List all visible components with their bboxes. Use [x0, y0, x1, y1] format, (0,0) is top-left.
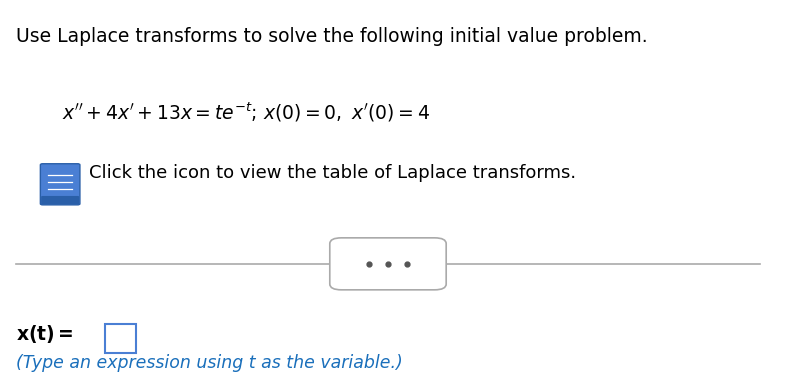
Text: $\mathbf{x(t)=}$: $\mathbf{x(t)=}$: [15, 323, 73, 345]
Text: Click the icon to view the table of Laplace transforms.: Click the icon to view the table of Lapl…: [90, 164, 576, 182]
FancyBboxPatch shape: [330, 238, 446, 290]
FancyBboxPatch shape: [105, 324, 136, 353]
Text: $x''+4x'+13x=te^{-t}$; $x(0)=0,\ x'(0)=4$: $x''+4x'+13x=te^{-t}$; $x(0)=0,\ x'(0)=4…: [62, 101, 430, 125]
FancyBboxPatch shape: [40, 164, 80, 205]
Text: (Type an expression using t as the variable.): (Type an expression using t as the varia…: [15, 355, 402, 372]
Text: Use Laplace transforms to solve the following initial value problem.: Use Laplace transforms to solve the foll…: [15, 27, 647, 46]
FancyBboxPatch shape: [41, 196, 79, 204]
